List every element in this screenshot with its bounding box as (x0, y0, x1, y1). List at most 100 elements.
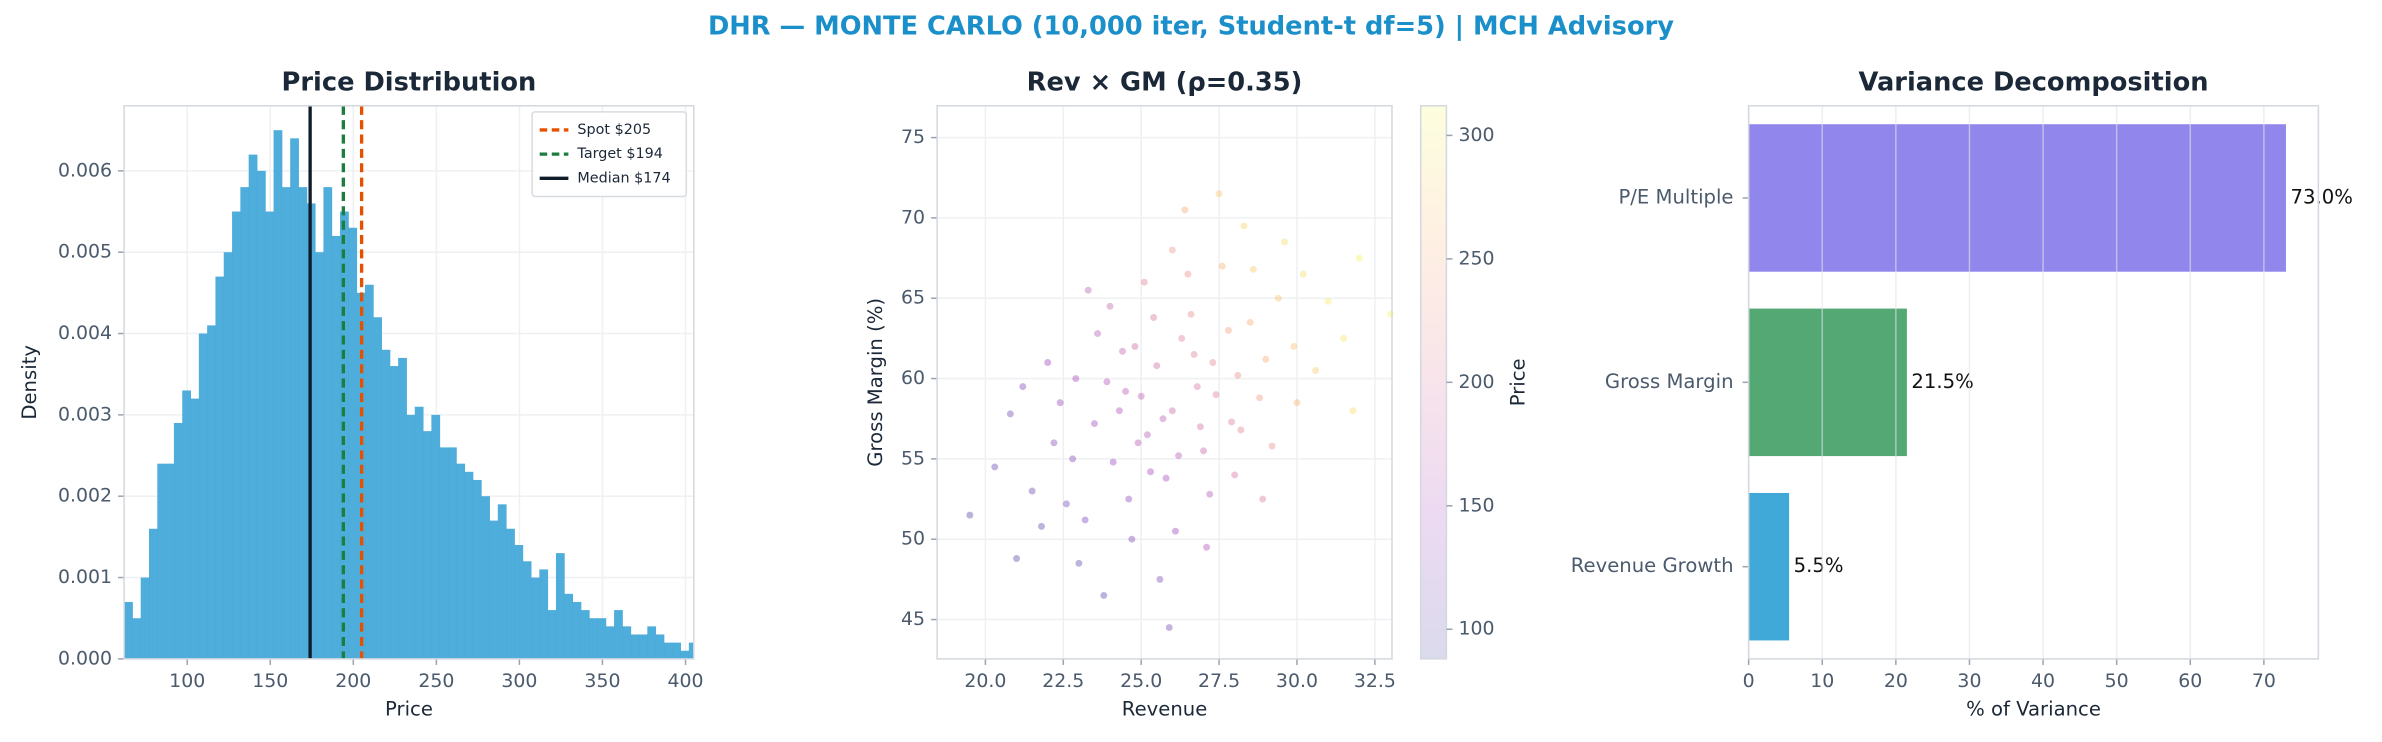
hist-bar (447, 447, 457, 659)
scatter-point (1028, 487, 1036, 495)
hist-bar (688, 642, 694, 659)
figure-title: DHR — MONTE CARLO (10,000 iter, Student-… (708, 12, 1674, 42)
hist-bar (572, 601, 582, 659)
y-tick-label: P/E Multiple (1618, 185, 1733, 208)
hist-bar (639, 634, 648, 659)
hist-bar (589, 618, 598, 659)
subplot-title: Rev × GM (ρ=0.35) (1027, 68, 1303, 98)
scatter-point (1274, 294, 1282, 302)
scatter-point (1237, 426, 1245, 434)
value-label: 73.0% (2291, 185, 2353, 208)
hist-bar (481, 496, 490, 659)
value-label: 21.5% (1911, 370, 1973, 393)
scatter-point (1150, 314, 1158, 321)
scatter-point (1122, 387, 1130, 395)
scatter-point (1134, 439, 1142, 447)
y-tick-label: 0.002 (58, 485, 112, 507)
hist-bar (514, 545, 524, 659)
y-tick-label: 65 (901, 287, 925, 309)
y-tick-label: 0.006 (58, 159, 112, 181)
scatter-point (1103, 378, 1111, 386)
scatter-point (1125, 495, 1133, 503)
scatter-point (1293, 399, 1301, 407)
scatter-point (1062, 500, 1070, 508)
hist-bar (265, 211, 275, 659)
x-tick-label: 60 (2178, 670, 2202, 692)
y-tick-label: 45 (901, 608, 925, 630)
subplot-title: Variance Decomposition (1858, 68, 2208, 98)
hist-bar (431, 414, 441, 659)
hist-bar (539, 569, 549, 659)
scatter-point (1075, 559, 1083, 567)
bar (1748, 492, 1790, 641)
hist-bar (647, 626, 657, 659)
x-tick-label: 20 (1884, 670, 1908, 692)
hist-bar (364, 284, 374, 659)
scatter-point (1196, 423, 1204, 431)
scatter-point (1119, 347, 1126, 355)
scatter-point (1081, 516, 1089, 524)
hist-bar (323, 187, 333, 659)
subplot-title: Price Distribution (282, 68, 537, 98)
hist-bar (190, 398, 200, 659)
scatter-point (1128, 535, 1136, 543)
scatter-point (1215, 190, 1223, 198)
scatter-point (1168, 407, 1176, 415)
colorbar-label: Price (1506, 358, 1529, 406)
hist-bar (356, 292, 366, 659)
scatter-point (1228, 418, 1236, 426)
scatter-point (1234, 371, 1242, 379)
hist-bar (348, 227, 358, 659)
x-tick-label: 200 (335, 670, 371, 692)
hist-bar (198, 333, 208, 659)
x-tick-label: 30.0 (1276, 670, 1318, 692)
hist-bar (406, 414, 416, 659)
hist-bar (672, 642, 681, 659)
scatter-point (1115, 407, 1123, 415)
scatter-point (1019, 383, 1027, 391)
scatter-point (1231, 471, 1239, 479)
hist-bar (298, 187, 308, 659)
hist-bar (381, 349, 391, 659)
hist-bar (232, 211, 241, 659)
hist-bar (290, 138, 299, 659)
scatter-point (1084, 286, 1092, 294)
colorbar-tick-label: 200 (1458, 371, 1494, 393)
scatter-point (1181, 206, 1189, 214)
y-axis-label: Gross Margin (%) (864, 298, 887, 467)
scatter-point (1312, 367, 1320, 375)
hist-bar (439, 447, 449, 659)
y-tick-label: 50 (901, 528, 925, 550)
y-axis-label: Density (18, 345, 41, 420)
scatter-point (1094, 330, 1102, 338)
hist-bar (182, 390, 191, 659)
hist-bar (472, 479, 482, 659)
scatter-point (1153, 362, 1161, 370)
y-tick-label: Revenue Growth (1571, 554, 1734, 577)
scatter-point (1240, 222, 1248, 230)
scatter-point (1140, 278, 1148, 286)
hist-bar (223, 252, 233, 659)
scatter-point (1262, 355, 1270, 363)
legend-label: Median $174 (577, 170, 670, 186)
x-tick-label: 20.0 (964, 670, 1006, 692)
scatter-point (1224, 326, 1232, 334)
scatter-point (991, 463, 999, 471)
hist-bar (555, 553, 565, 659)
hist-bar (464, 471, 474, 659)
scatter-point (1340, 334, 1348, 342)
hist-bar (140, 577, 150, 659)
scatter-point (1013, 555, 1021, 562)
x-tick-label: 40 (2031, 670, 2055, 692)
x-tick-label: 100 (169, 670, 205, 692)
hist-bar (173, 423, 183, 659)
axes-frame (1747, 105, 2320, 660)
scatter-point (1178, 334, 1186, 342)
scatter-point (1159, 415, 1167, 423)
hist-bar (614, 610, 623, 659)
hist-bar (124, 601, 133, 659)
scatter-point (1072, 375, 1080, 383)
scatter-point (1281, 238, 1288, 246)
x-tick-label: 25.0 (1120, 670, 1162, 692)
colorbar-tick-label: 300 (1458, 124, 1494, 146)
